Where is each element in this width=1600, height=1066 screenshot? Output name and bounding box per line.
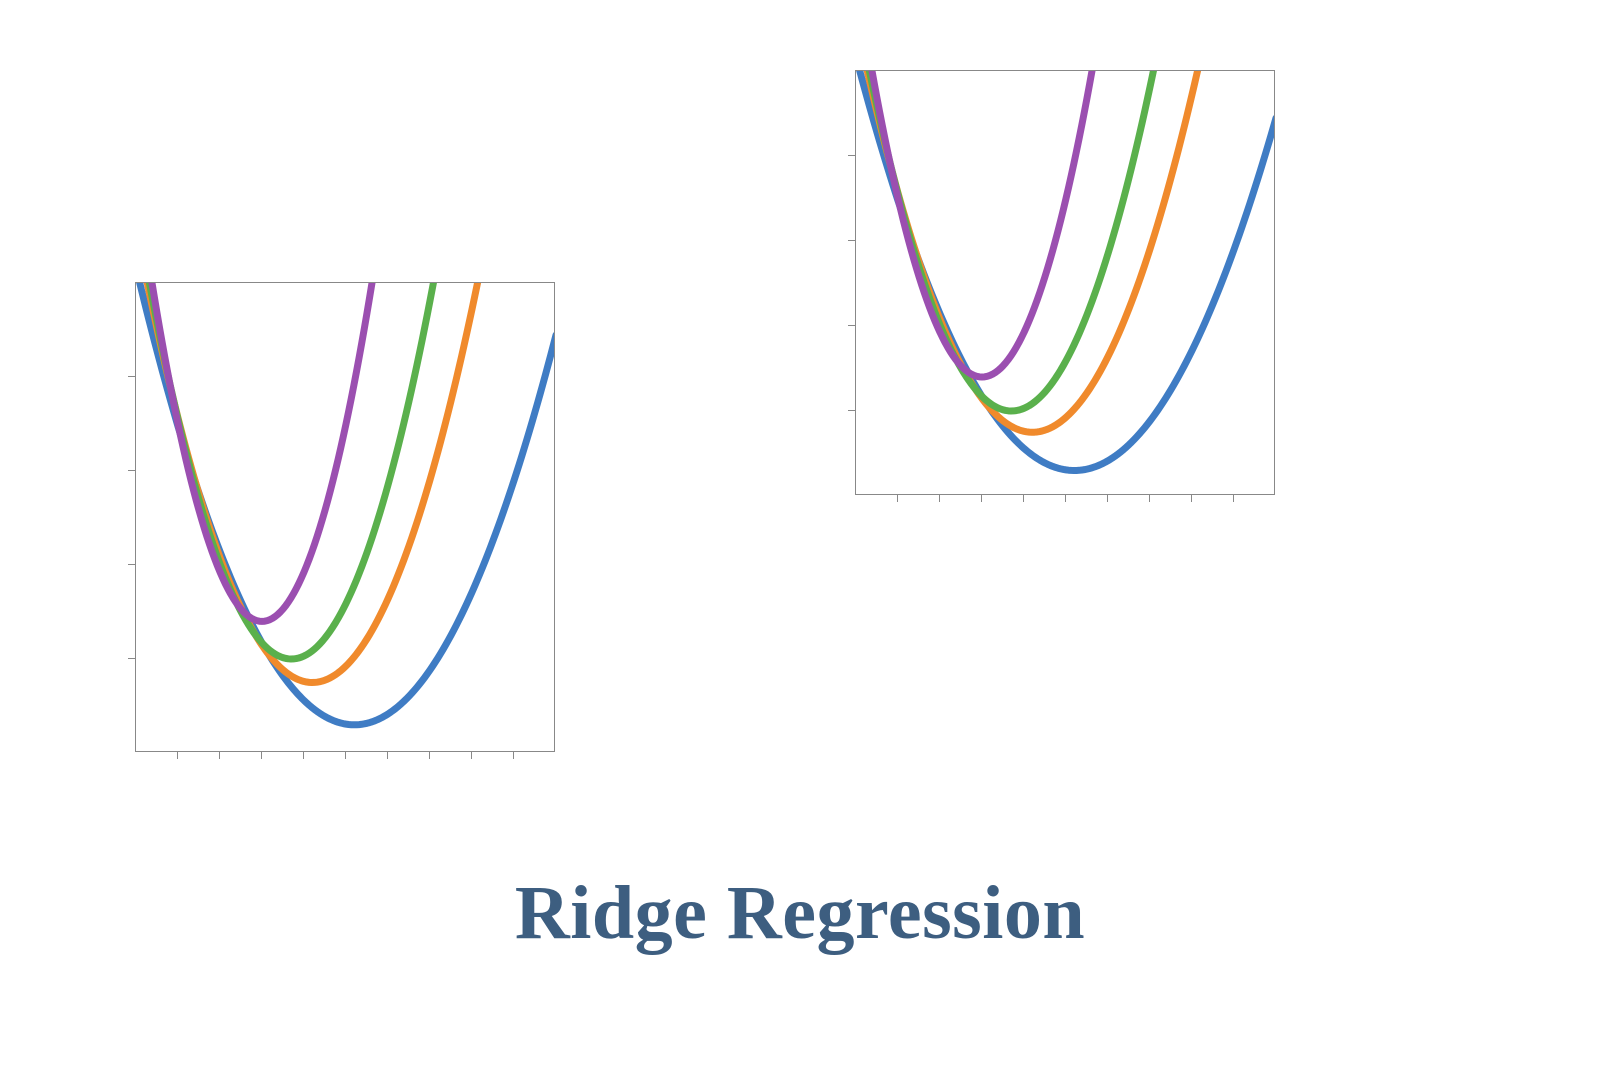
x-tick xyxy=(1107,495,1108,502)
curve-purple xyxy=(856,71,1275,377)
x-tick xyxy=(1233,495,1234,502)
x-tick xyxy=(1065,495,1066,502)
curves-svg xyxy=(136,283,555,752)
x-tick xyxy=(471,752,472,759)
x-tick xyxy=(897,495,898,502)
y-tick xyxy=(848,325,855,326)
x-tick xyxy=(939,495,940,502)
x-tick xyxy=(177,752,178,759)
y-tick xyxy=(848,240,855,241)
chart-left xyxy=(105,282,560,764)
curve-purple xyxy=(136,283,555,621)
x-tick xyxy=(1149,495,1150,502)
x-tick xyxy=(429,752,430,759)
y-tick xyxy=(848,410,855,411)
chart-right xyxy=(825,70,1280,507)
curve-green xyxy=(136,283,555,659)
x-tick xyxy=(1023,495,1024,502)
x-tick xyxy=(303,752,304,759)
x-tick xyxy=(1191,495,1192,502)
x-tick xyxy=(513,752,514,759)
x-tick xyxy=(219,752,220,759)
curve-orange xyxy=(856,71,1275,432)
y-tick xyxy=(128,658,135,659)
x-tick xyxy=(261,752,262,759)
y-tick xyxy=(128,564,135,565)
page-title: Ridge Regression xyxy=(0,870,1600,957)
plot-area xyxy=(135,282,555,752)
x-tick xyxy=(981,495,982,502)
x-tick xyxy=(345,752,346,759)
curves-svg xyxy=(856,71,1275,495)
plot-area xyxy=(855,70,1275,495)
x-tick xyxy=(387,752,388,759)
curve-green xyxy=(856,71,1275,411)
y-tick xyxy=(128,470,135,471)
y-tick xyxy=(128,376,135,377)
curve-orange xyxy=(136,283,555,682)
y-tick xyxy=(848,155,855,156)
